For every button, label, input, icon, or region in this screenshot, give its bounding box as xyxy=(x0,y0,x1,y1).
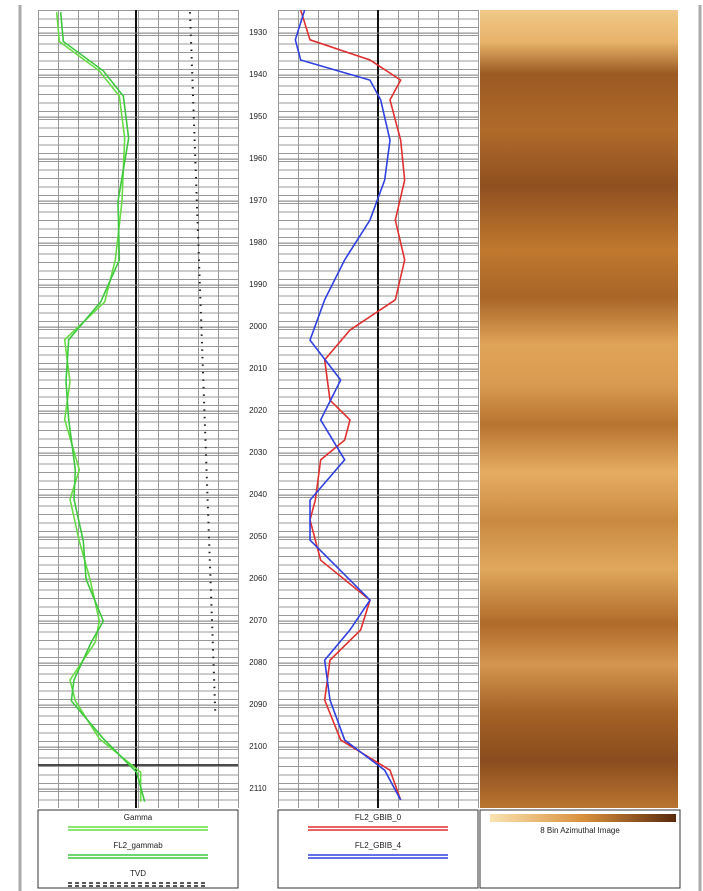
log-curve xyxy=(295,10,400,800)
page: 8 Bin Azimuthal Image 1930 1940 1950 1960 19… xyxy=(0,0,703,891)
depth-label: 1970 xyxy=(249,196,267,205)
legend-label: Gamma xyxy=(124,813,153,822)
depth-label: 1980 xyxy=(249,238,267,247)
depth-label: 2070 xyxy=(249,616,267,625)
depth-label: 2000 xyxy=(249,322,267,331)
legend-label: TVD xyxy=(130,869,146,878)
image-title: 8 Bin Azimuthal Image xyxy=(540,826,620,835)
depth-label: 1950 xyxy=(249,112,267,121)
depth-label: 2080 xyxy=(249,658,267,667)
depth-label: 2050 xyxy=(249,532,267,541)
depth-label: 2030 xyxy=(249,448,267,457)
legend-label: FL2_GBIB_0 xyxy=(355,813,402,822)
depth-label: 1940 xyxy=(249,70,267,79)
depth-label: 2020 xyxy=(249,406,267,415)
depth-label: 2090 xyxy=(249,700,267,709)
depth-label: 2100 xyxy=(249,742,267,751)
log-curve xyxy=(301,10,405,800)
legend-label: FL2_gammab xyxy=(113,841,163,850)
well-log: 8 Bin Azimuthal Image 1930 1940 1950 1960 19… xyxy=(0,0,703,891)
color-bar xyxy=(490,814,676,822)
depth-label: 1960 xyxy=(249,154,267,163)
log-curve xyxy=(61,12,145,802)
depth-label: 2110 xyxy=(249,784,267,793)
depth-label: 1930 xyxy=(249,28,267,37)
legend-label: FL2_GBIB_4 xyxy=(355,841,402,850)
depth-label: 1990 xyxy=(249,280,267,289)
depth-label: 2010 xyxy=(249,364,267,373)
depth-label: 2060 xyxy=(249,574,267,583)
depth-label: 2040 xyxy=(249,490,267,499)
